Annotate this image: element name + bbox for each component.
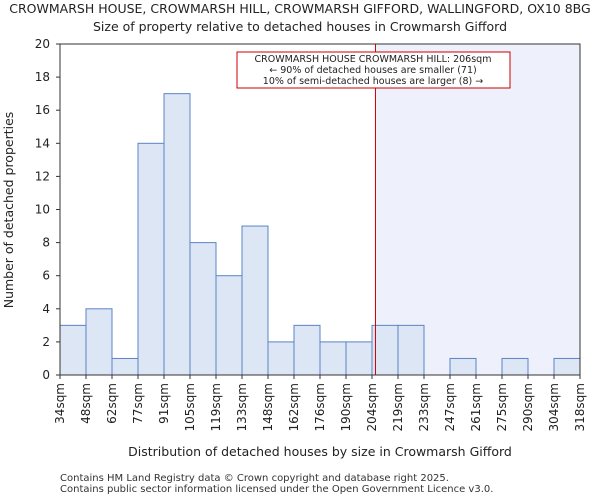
x-tick-label: 247sqm [443, 383, 457, 431]
x-tick-label: 290sqm [521, 383, 535, 431]
y-tick-label: 10 [35, 203, 50, 217]
bars-group [59, 93, 581, 376]
bar-275sqm [501, 357, 529, 376]
bar-176sqm [319, 341, 347, 376]
chart-subtitle: Size of property relative to detached ho… [93, 19, 507, 34]
bar-204sqm [371, 324, 399, 376]
x-ticks-group: 34sqm 48sqm 62sqm 77sqm 91sqm 105sqm 119sqm 133… [53, 375, 587, 431]
annotation-line-2: ← 90% of detached houses are smaller (71… [269, 65, 476, 76]
y-tick-label: 14 [35, 136, 50, 150]
x-tick-label: 91sqm [157, 383, 171, 424]
x-tick-label: 77sqm [131, 383, 145, 424]
annotation-line-3: 10% of semi-detached houses are larger (… [263, 76, 483, 87]
bar-133sqm [241, 225, 269, 376]
bar-304sqm [553, 357, 581, 376]
x-tick-label: 34sqm [53, 383, 67, 424]
x-tick-label: 261sqm [469, 383, 483, 431]
x-tick-label: 233sqm [417, 383, 431, 431]
bar-48sqm [85, 308, 113, 376]
annotation-box-border [236, 51, 511, 89]
x-tick-label: 204sqm [365, 383, 379, 431]
y-tick-label: 12 [35, 169, 50, 183]
x-tick-label: 133sqm [235, 383, 249, 431]
footer-line-2: Contains public sector information licen… [60, 484, 494, 495]
bar-34sqm [59, 324, 87, 376]
footer-line-1: Contains HM Land Registry data © Crown c… [60, 473, 449, 484]
y-tick-label: 16 [35, 103, 50, 117]
annotation-box: CROWMARSH HOUSE CROWMARSH HILL: 206sqm ←… [236, 51, 511, 89]
chart-title: CROWMARSH HOUSE, CROWMARSH HILL, CROWMAR… [9, 1, 590, 16]
bar-148sqm [267, 341, 295, 376]
x-tick-label: 304sqm [547, 383, 561, 431]
y-tick-label: 4 [42, 302, 50, 316]
x-tick-label: 318sqm [573, 383, 587, 431]
bar-62sqm [111, 357, 139, 376]
y-tick-label: 6 [42, 269, 50, 283]
bar-219sqm [397, 324, 425, 376]
x-axis-label: Distribution of detached houses by size … [128, 444, 512, 459]
x-tick-label: 62sqm [105, 383, 119, 424]
x-tick-label: 119sqm [209, 383, 223, 431]
x-tick-label: 148sqm [261, 383, 275, 431]
bar-91sqm [163, 93, 191, 376]
bar-190sqm [345, 341, 373, 376]
x-tick-label: 162sqm [287, 383, 301, 431]
bar-105sqm [189, 242, 217, 376]
x-tick-label: 275sqm [495, 383, 509, 431]
y-axis-label: Number of detached properties [1, 112, 16, 309]
bar-77sqm [137, 142, 165, 376]
x-tick-label: 190sqm [339, 383, 353, 431]
bar-162sqm [293, 324, 321, 376]
x-tick-label: 48sqm [79, 383, 93, 424]
bar-247sqm [449, 357, 477, 376]
y-ticks-group: 0 2 4 6 8 10 12 14 16 18 20 [35, 37, 60, 382]
x-tick-label: 176sqm [313, 383, 327, 431]
y-tick-label: 8 [42, 236, 50, 250]
shaded-region [375, 44, 580, 375]
x-tick-label: 219sqm [391, 383, 405, 431]
x-tick-label: 105sqm [183, 383, 197, 431]
y-tick-label: 2 [42, 335, 50, 349]
bar-119sqm [215, 275, 243, 376]
y-tick-label: 20 [35, 37, 50, 51]
annotation-line-1: CROWMARSH HOUSE CROWMARSH HILL: 206sqm [255, 54, 492, 65]
y-tick-label: 18 [35, 70, 50, 84]
y-tick-label: 0 [42, 368, 50, 382]
